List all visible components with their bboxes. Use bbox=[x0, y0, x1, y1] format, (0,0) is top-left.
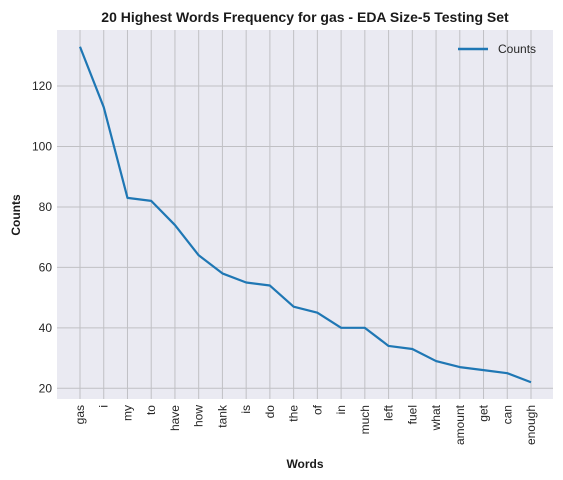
y-tick-label: 40 bbox=[39, 321, 53, 335]
x-tick-label: tank bbox=[215, 404, 229, 428]
series-line bbox=[78, 46, 532, 384]
x-tick-label: can bbox=[500, 405, 514, 424]
chart-title: 20 Highest Words Frequency for gas - EDA… bbox=[101, 9, 509, 25]
legend: Counts bbox=[458, 42, 536, 56]
x-tick-label: to bbox=[144, 405, 158, 415]
x-tick-label: in bbox=[334, 405, 348, 414]
x-tick-label: my bbox=[120, 405, 134, 421]
plot-area bbox=[57, 30, 553, 399]
grid bbox=[57, 30, 553, 399]
y-tick-label: 100 bbox=[32, 140, 52, 154]
x-tick-label: is bbox=[239, 405, 253, 414]
x-tick-label: fuel bbox=[405, 405, 419, 424]
y-tick-label: 60 bbox=[39, 260, 53, 274]
x-tick-label: i bbox=[97, 405, 111, 408]
y-tick-label: 80 bbox=[39, 200, 53, 214]
x-tick-labels: gas i my to have how tank is do the of in much left fu… bbox=[73, 404, 538, 445]
x-tick-label: do bbox=[263, 405, 277, 419]
y-axis-label: Counts bbox=[9, 194, 23, 236]
series-layer bbox=[78, 46, 532, 384]
x-tick-label: gas bbox=[73, 405, 87, 424]
x-tick-label: how bbox=[192, 405, 206, 427]
x-tick-label: of bbox=[310, 404, 324, 415]
x-axis-label: Words bbox=[286, 457, 323, 471]
x-tick-label: get bbox=[477, 404, 491, 421]
x-tick-label: left bbox=[382, 404, 396, 421]
x-tick-label: have bbox=[168, 405, 182, 431]
x-tick-label: much bbox=[358, 405, 372, 434]
y-tick-label: 120 bbox=[32, 79, 52, 93]
x-tick-label: the bbox=[287, 405, 301, 422]
x-tick-label: what bbox=[429, 404, 443, 431]
legend-label: Counts bbox=[498, 42, 536, 56]
y-tick-labels: 20 40 60 80 100 120 bbox=[32, 79, 52, 395]
x-tick-label: amount bbox=[453, 404, 467, 445]
y-tick-label: 20 bbox=[39, 381, 53, 395]
x-tick-label: enough bbox=[524, 405, 538, 445]
